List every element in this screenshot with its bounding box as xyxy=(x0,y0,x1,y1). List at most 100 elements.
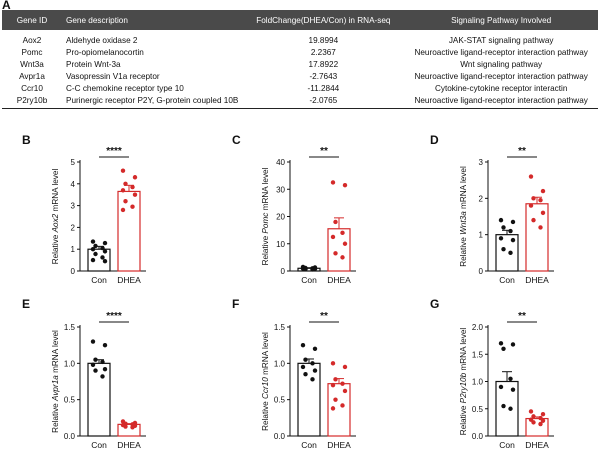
y-axis-label-part: Relative xyxy=(51,401,60,433)
y-tick-label: 0 xyxy=(281,267,286,276)
bar-con xyxy=(297,362,321,437)
data-point xyxy=(538,421,543,427)
y-tick-label: 1.0 xyxy=(64,359,76,368)
cell-description: Protein Wnt-3a xyxy=(66,60,121,69)
data-point xyxy=(510,387,516,392)
data-point xyxy=(510,237,516,243)
y-axis-label-part: Ccr10 xyxy=(261,377,270,399)
x-tick-label: DHEA xyxy=(117,275,141,285)
data-point xyxy=(340,381,345,386)
y-tick-label: 5 xyxy=(71,158,76,167)
x-tick-label: DHEA xyxy=(525,275,549,285)
data-point xyxy=(540,412,546,417)
data-point xyxy=(540,188,546,194)
header-foldchange: FoldChange(DHEA/Con) in RNA-seq xyxy=(242,10,405,30)
data-point xyxy=(342,241,348,246)
data-point xyxy=(90,339,96,344)
gene-table-header: Gene ID Gene description FoldChange(DHEA… xyxy=(2,10,598,30)
y-tick-label: 10 xyxy=(276,240,285,249)
data-point xyxy=(100,245,105,251)
data-point xyxy=(93,368,98,373)
data-point xyxy=(132,192,138,197)
x-tick-label: DHEA xyxy=(327,275,351,285)
significance-stars: ** xyxy=(518,146,526,157)
y-axis-label: Relative Ccr10 mRNA level xyxy=(261,332,270,431)
panel-e-letter: E xyxy=(22,297,31,311)
cell-foldchange: -11.2844 xyxy=(307,84,340,93)
y-axis-label-part: Wnt3a xyxy=(459,211,468,235)
data-point xyxy=(90,362,96,367)
x-tick-label: Con xyxy=(91,275,107,285)
data-point xyxy=(310,361,315,366)
data-point xyxy=(130,184,135,190)
y-tick-label: 1.0 xyxy=(274,359,286,368)
y-tick-label: 20 xyxy=(276,213,285,222)
data-point xyxy=(528,409,534,414)
data-point xyxy=(330,361,336,366)
data-point xyxy=(102,249,108,254)
y-tick-label: 2.0 xyxy=(472,323,484,332)
cell-gene-id: Aox2 xyxy=(22,36,42,45)
data-point xyxy=(312,368,318,373)
x-tick-label: Con xyxy=(301,440,317,450)
cell-pathway: Neuroactive ligand-receptor interaction … xyxy=(414,72,588,81)
data-point xyxy=(130,204,135,209)
y-axis-label-part: P2ry10b xyxy=(459,372,468,403)
chart-avpr1a: Relative Avpr1a mRNA level 0.0 0.5 1.0 1.5 Co… xyxy=(51,311,146,450)
y-axis-label-part: mRNA level xyxy=(459,328,468,373)
y-axis-label-part: mRNA level xyxy=(51,169,60,214)
significance-stars: ** xyxy=(320,311,328,322)
y-tick-label: 1.5 xyxy=(274,323,286,332)
data-point xyxy=(90,257,96,263)
data-point xyxy=(501,346,506,351)
data-point xyxy=(303,372,308,377)
y-axis-label: Relative Pomc mRNA level xyxy=(261,167,270,265)
panel-b-letter: B xyxy=(22,133,31,147)
significance-stars: **** xyxy=(106,146,122,157)
data-point xyxy=(510,219,516,225)
data-point xyxy=(93,243,98,249)
header-pathway: Signaling Pathway Involved xyxy=(404,10,598,30)
data-point xyxy=(333,377,338,382)
data-point xyxy=(100,255,105,260)
cell-foldchange: 2.2367 xyxy=(310,48,336,57)
table-row: Pomc Pro-opiomelanocortin 2.2367 Neuroac… xyxy=(2,47,598,59)
data-point xyxy=(330,180,336,185)
significance-stars: ** xyxy=(518,311,526,322)
data-point xyxy=(303,266,308,272)
data-point xyxy=(342,388,348,394)
table-row: P2ry10b Purinergic receptor P2Y, G-prote… xyxy=(2,94,598,109)
bar-con xyxy=(87,362,111,437)
gene-table: Gene ID Gene description FoldChange(DHEA… xyxy=(2,10,598,109)
y-tick-label: 0.5 xyxy=(274,396,286,405)
data-point xyxy=(528,203,534,208)
y-tick-label: 1.0 xyxy=(472,378,484,387)
data-point xyxy=(312,346,318,351)
table-row: Avpr1a Vasopressin V1a receptor -2.7643 … xyxy=(2,71,598,83)
cell-pathway: Neuroactive ligand-receptor interaction … xyxy=(404,94,598,109)
y-tick-label: 1.5 xyxy=(472,350,484,359)
data-point xyxy=(538,225,543,230)
data-point xyxy=(498,236,504,241)
data-point xyxy=(123,199,128,204)
y-axis-label-part: mRNA level xyxy=(261,167,270,212)
cell-foldchange: -2.7643 xyxy=(309,72,338,81)
x-tick-label: Con xyxy=(301,275,317,285)
data-point xyxy=(120,207,126,213)
y-axis-label-part: Relative xyxy=(261,399,270,431)
table-row: Ccr10 C-C chemokine receptor type 10 -11… xyxy=(2,83,598,95)
data-point xyxy=(303,357,308,362)
y-axis-label-part: Relative xyxy=(459,403,468,435)
cell-gene-id: P2ry10b xyxy=(2,94,62,109)
chart-ccr10: Relative Ccr10 mRNA level 0.0 0.5 1.0 1.5 Con… xyxy=(261,311,356,450)
y-axis-label-part: mRNA level xyxy=(459,166,468,211)
y-axis-label: Relative Aox2 mRNA level xyxy=(51,169,60,265)
data-point xyxy=(93,251,98,257)
data-point xyxy=(531,217,536,223)
data-point xyxy=(123,424,128,429)
data-point xyxy=(540,418,546,423)
y-tick-label: 30 xyxy=(276,185,285,194)
y-tick-label: 3 xyxy=(71,202,76,211)
x-tick-label: Con xyxy=(499,275,515,285)
cell-gene-id: Avpr1a xyxy=(19,72,45,81)
